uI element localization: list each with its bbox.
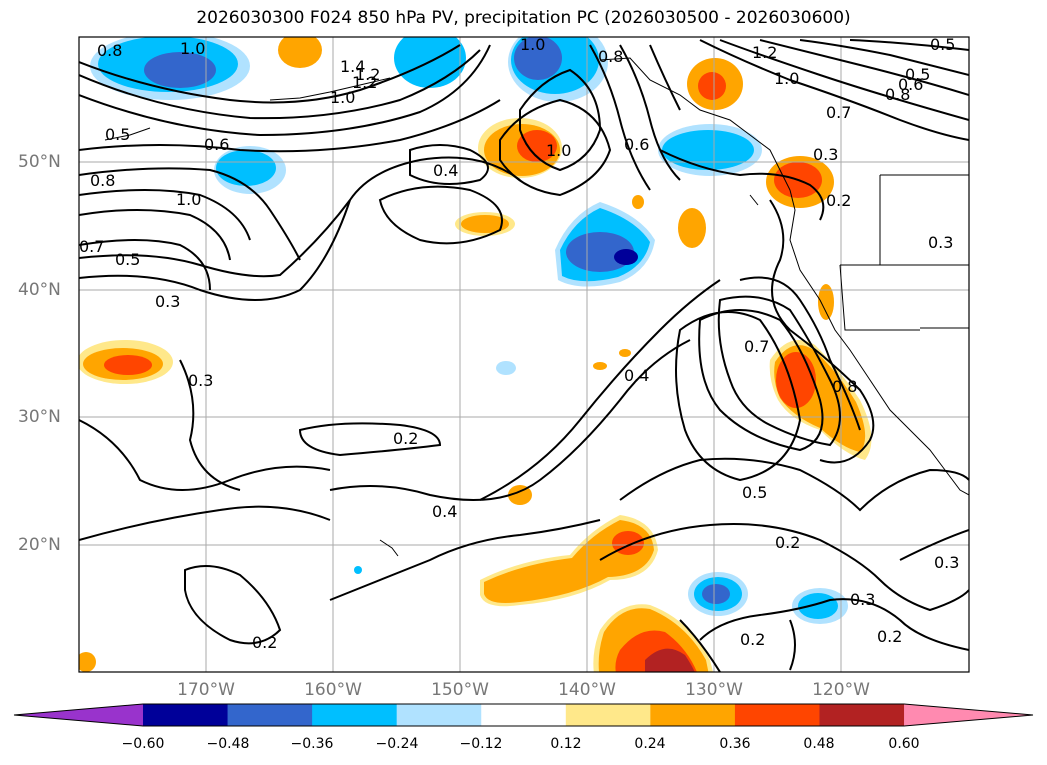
colorbar-tick: −0.12 — [459, 736, 503, 752]
graticule — [79, 37, 969, 672]
contour-label: 0.4 — [624, 366, 649, 385]
contour-label: 0.4 — [432, 502, 457, 521]
colorbar-tick: 0.48 — [803, 736, 835, 752]
contour-label: 0.5 — [905, 65, 930, 84]
contour-label: 0.2 — [826, 191, 851, 210]
pv-contours — [79, 39, 969, 672]
contour-label: 0.5 — [105, 125, 130, 144]
lat-label: 40°N — [18, 280, 61, 300]
chart-title: 2026030300 F024 850 hPa PV, precipitatio… — [196, 8, 851, 28]
lat-label: 50°N — [18, 152, 61, 172]
contour-label: 0.8 — [885, 85, 910, 104]
negative-anomaly-areas — [90, 37, 848, 624]
contour-label: 1.0 — [774, 69, 799, 88]
contour-label: 0.6 — [898, 75, 923, 94]
contour-label: 1.0 — [176, 190, 201, 209]
lon-label: 150°W — [431, 680, 489, 700]
colorbar-outline — [13, 703, 1034, 727]
colorbar-segment — [312, 704, 398, 726]
contour-label: 0.3 — [188, 371, 213, 390]
colorbar-tick: 0.24 — [634, 736, 666, 752]
lon-label: 160°W — [304, 680, 362, 700]
lon-label: 140°W — [558, 680, 616, 700]
colorbar-segment — [227, 704, 313, 726]
contour-label: 0.6 — [204, 135, 229, 154]
contour-label: 0.3 — [155, 292, 180, 311]
coastlines — [104, 57, 969, 557]
contour-label: 0.4 — [433, 161, 458, 180]
contour-label: 0.2 — [775, 533, 800, 552]
colorbar-tick: −0.48 — [206, 736, 250, 752]
contour-label: 0.2 — [393, 429, 418, 448]
contour-label: 0.2 — [740, 630, 765, 649]
contour-label: 0.3 — [813, 145, 838, 164]
contour-label: 1.2 — [355, 65, 380, 84]
lon-label: 170°W — [177, 680, 235, 700]
contour-label: 0.3 — [850, 590, 875, 609]
contour-label: 1.4 — [340, 57, 365, 76]
lat-label: 20°N — [18, 535, 61, 555]
contour-label: 0.3 — [934, 553, 959, 572]
colorbar-tick: 0.12 — [550, 736, 582, 752]
colorbar-segment — [904, 704, 1033, 726]
colorbar-segment — [650, 704, 736, 726]
colorbar-segment — [819, 704, 905, 726]
lon-label: 120°W — [812, 680, 870, 700]
contour-label: 0.7 — [744, 337, 769, 356]
lon-label: 130°W — [685, 680, 743, 700]
contour-label: 0.2 — [252, 633, 277, 652]
map-frame — [78, 36, 970, 673]
contour-label: 0.5 — [930, 35, 955, 54]
colorbar — [13, 703, 1034, 727]
colorbar-segment — [481, 704, 567, 726]
contour-label: 0.8 — [97, 41, 122, 60]
contour-label: 0.5 — [742, 483, 767, 502]
colorbar-segment — [396, 704, 482, 726]
contour-label: 0.6 — [624, 135, 649, 154]
contour-label: 1.0 — [330, 88, 355, 107]
contour-label: 1.0 — [520, 35, 545, 54]
colorbar-tick: 0.60 — [888, 736, 920, 752]
colorbar-tick: −0.24 — [375, 736, 419, 752]
colorbar-tick: −0.36 — [290, 736, 334, 752]
contour-label: 0.2 — [877, 627, 902, 646]
colorbar-segment — [565, 704, 651, 726]
contour-label: 0.8 — [598, 47, 623, 66]
contour-labels: 0.8 1.0 1.2 1.4 1.2 1.0 0.5 0.6 0.8 1.0 … — [79, 35, 959, 652]
colorbar-segment — [14, 704, 143, 726]
contour-label: 0.8 — [832, 377, 857, 396]
contour-label: 1.0 — [546, 141, 571, 160]
colorbar-segment — [143, 704, 229, 726]
colorbar-segment — [734, 704, 820, 726]
contour-label: 0.7 — [826, 103, 851, 122]
contour-label: 1.2 — [752, 43, 777, 62]
colorbar-tick: −0.60 — [121, 736, 165, 752]
contour-label: 0.3 — [928, 233, 953, 252]
contour-label: 1.0 — [180, 39, 205, 58]
colorbar-tick: 0.36 — [719, 736, 751, 752]
precip-anomaly-fill — [79, 37, 872, 672]
contour-label: 0.5 — [115, 250, 140, 269]
contour-label: 0.7 — [79, 237, 104, 256]
contour-label: 0.8 — [90, 171, 115, 190]
lat-label: 30°N — [18, 407, 61, 427]
contour-label: 1.2 — [352, 73, 377, 92]
